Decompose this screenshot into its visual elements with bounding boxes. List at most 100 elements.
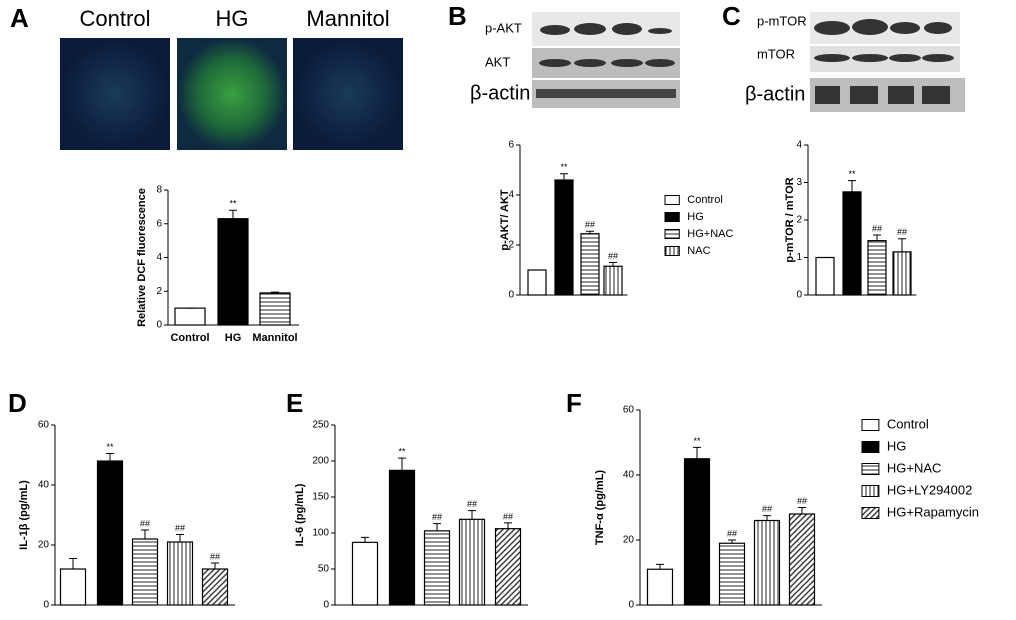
- y-tick-label: 2: [796, 215, 802, 226]
- panel-label: A: [10, 3, 29, 33]
- bar: [201, 568, 229, 606]
- y-axis-label: p-AKT/ AKT: [499, 189, 511, 251]
- image-label: HG: [216, 6, 249, 31]
- panel-label: C: [722, 1, 741, 31]
- y-tick-label: 150: [312, 492, 329, 503]
- y-tick-label: 0: [323, 600, 329, 611]
- annotation: ##: [797, 496, 807, 506]
- legend-label: Control: [687, 194, 722, 206]
- y-axis-label: TNF-α (pg/mL): [594, 470, 606, 546]
- y-tick-label: 3: [796, 177, 802, 188]
- error-bar: [468, 510, 476, 520]
- bar: [580, 233, 600, 296]
- bar: [166, 541, 194, 606]
- image-mannitol: [293, 38, 403, 150]
- error-bar: [560, 173, 568, 180]
- annotation: ##: [872, 223, 882, 233]
- error-bar: [211, 562, 219, 569]
- error-bar: [798, 507, 806, 514]
- y-tick-label: 60: [38, 420, 50, 431]
- legend-label: NAC: [687, 245, 710, 257]
- blot-label: mTOR: [757, 46, 795, 61]
- y-tick-label: 4: [796, 140, 802, 151]
- annotation: **: [398, 446, 406, 456]
- blot-label: β-actin: [470, 82, 530, 104]
- micrographs: [60, 38, 403, 150]
- y-tick-label: 60: [623, 405, 635, 416]
- y-tick-label: 8: [156, 185, 162, 196]
- y-tick-label: 100: [312, 528, 329, 539]
- blot-label: β-actin: [745, 83, 805, 105]
- error-bar: [873, 234, 881, 241]
- bar: [494, 528, 522, 606]
- y-tick-label: 6: [156, 218, 162, 229]
- image-hg: [177, 38, 287, 150]
- error-bar: [176, 534, 184, 542]
- legend-swatch: [664, 195, 680, 205]
- annotation: ##: [467, 499, 477, 509]
- error-bar: [69, 558, 77, 569]
- annotation: **: [560, 162, 568, 172]
- bar: [646, 568, 674, 606]
- legend-label: HG+LY294002: [887, 482, 972, 497]
- legend-label: Control: [887, 416, 929, 431]
- annotation: **: [229, 199, 237, 209]
- bar: [259, 292, 291, 326]
- legend-swatch: [861, 485, 880, 497]
- legend-swatch: [861, 463, 880, 475]
- bar: [842, 191, 862, 296]
- annotation: ##: [585, 220, 595, 230]
- annotation: **: [106, 442, 114, 452]
- bar: [554, 179, 574, 296]
- error-bar: [728, 539, 736, 544]
- y-tick-label: 20: [38, 540, 50, 551]
- image-label: Control: [80, 6, 151, 31]
- y-tick-label: 2: [156, 286, 162, 297]
- legend-swatch: [861, 441, 880, 453]
- bar: [423, 530, 451, 606]
- bar: [527, 269, 547, 296]
- y-tick-label: 4: [156, 252, 162, 263]
- bar: [753, 519, 781, 606]
- annotation: ##: [175, 523, 185, 533]
- panel-label: F: [566, 388, 582, 418]
- error-bar: [609, 262, 617, 267]
- x-tick-label: Mannitol: [252, 332, 297, 344]
- legend-swatch: [664, 229, 680, 239]
- error-bar: [848, 180, 856, 192]
- error-bar: [398, 457, 406, 471]
- bar: [96, 460, 124, 606]
- y-tick-label: 1: [796, 252, 802, 263]
- legend-label: HG: [887, 438, 907, 453]
- y-tick-label: 0: [508, 290, 514, 301]
- annotation: ##: [210, 551, 220, 561]
- y-tick-label: 20: [623, 535, 635, 546]
- annotation: ##: [727, 528, 737, 538]
- bar: [174, 307, 206, 326]
- blot-label: p-AKT: [485, 20, 522, 35]
- annotation: ##: [432, 512, 442, 522]
- bar: [59, 568, 87, 606]
- bar: [892, 251, 912, 296]
- legend-swatch: [664, 212, 680, 222]
- blot-label: AKT: [485, 54, 510, 69]
- panel-label: B: [448, 1, 467, 31]
- error-bar: [141, 529, 149, 539]
- bar: [867, 240, 887, 296]
- y-tick-label: 0: [628, 600, 634, 611]
- y-tick-label: 2: [508, 240, 514, 251]
- panel-label: E: [286, 388, 303, 418]
- bar: [815, 256, 835, 296]
- legend-swatch: [664, 246, 680, 256]
- y-tick-label: 250: [312, 420, 329, 431]
- error-bar: [229, 209, 237, 219]
- bar: [718, 542, 746, 606]
- blots: [532, 12, 965, 112]
- y-axis-label: p-mTOR / mTOR: [784, 177, 796, 262]
- annotation: ##: [762, 504, 772, 514]
- bar: [131, 538, 159, 606]
- error-bar: [106, 453, 114, 461]
- error-bar: [586, 230, 594, 234]
- error-bar: [898, 238, 906, 252]
- y-tick-label: 6: [508, 140, 514, 151]
